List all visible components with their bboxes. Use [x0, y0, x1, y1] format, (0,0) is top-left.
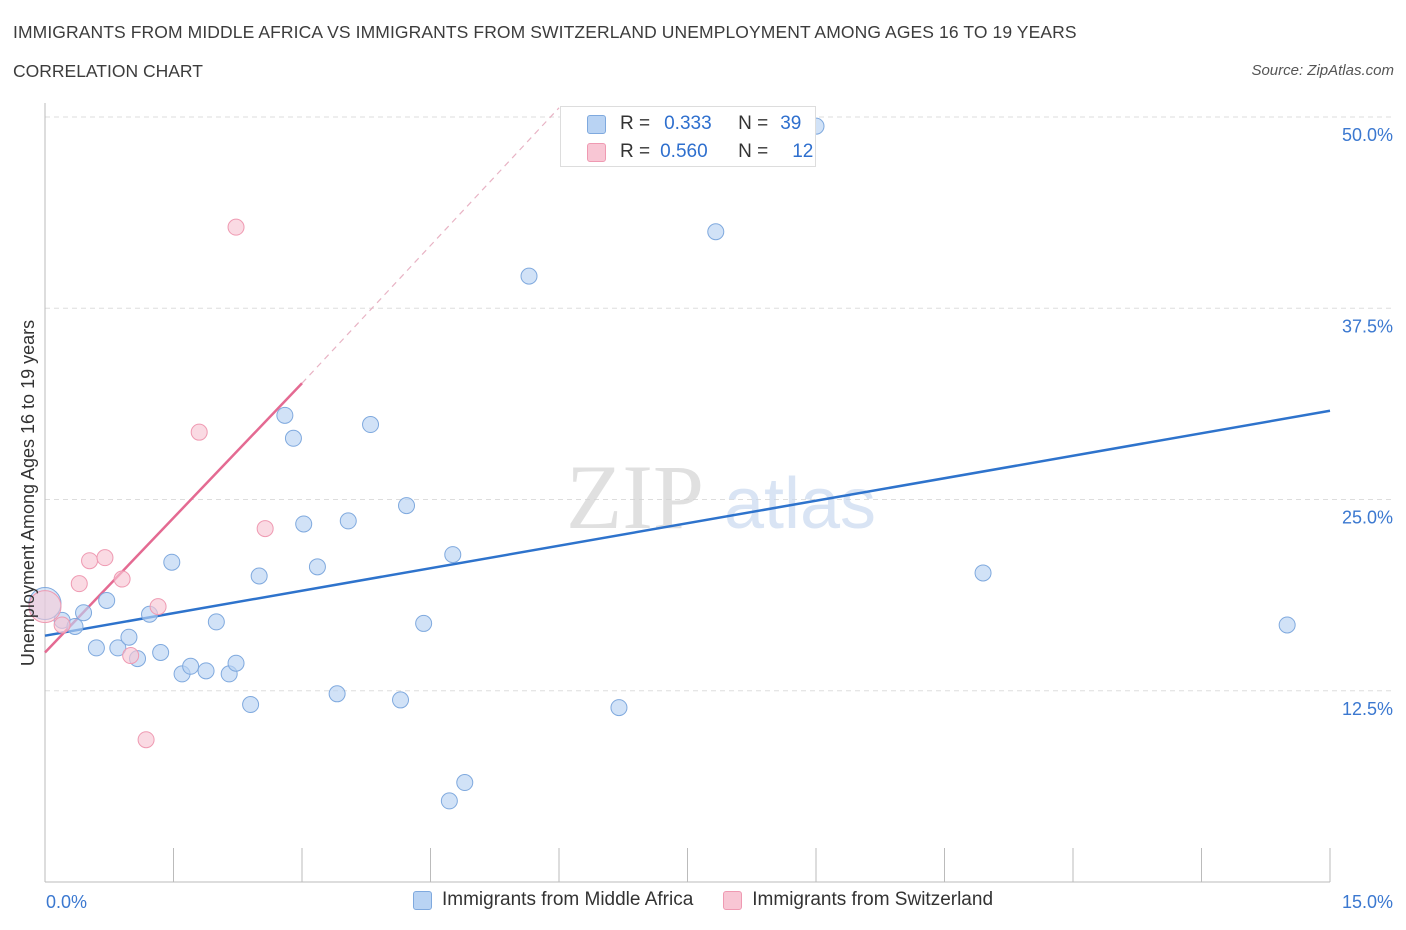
watermark: ZIP atlas [566, 446, 876, 548]
y-axis-label: Unemployment Among Ages 16 to 19 years [18, 320, 38, 666]
x-tick-label-max: 15.0% [1342, 892, 1393, 912]
point-middle-africa [440, 792, 458, 810]
point-middle-africa [163, 553, 181, 571]
y-tick-label: 25.0% [1342, 508, 1393, 528]
point-switzerland [53, 616, 71, 634]
point-middle-africa [974, 564, 992, 582]
tick-labels: 12.5% 25.0% 37.5% 50.0% 0.0% 15.0% [46, 125, 1393, 912]
stats-r-label: R = [620, 141, 651, 162]
chart-subtitle: CORRELATION CHART [13, 61, 203, 81]
point-middle-africa [707, 223, 725, 241]
stats-r-label: R = [620, 113, 651, 134]
stats-row-switzerland: R = 0.560 N = 12 [587, 141, 813, 163]
point-middle-africa [295, 515, 313, 533]
legend-label-switzerland: Immigrants from Switzerland [752, 889, 994, 910]
y-tick-label: 12.5% [1342, 699, 1393, 719]
point-middle-africa [398, 497, 416, 515]
axes [44, 103, 1331, 883]
trend-lines [44, 107, 1331, 654]
point-switzerland [28, 590, 62, 624]
point-middle-africa [610, 699, 628, 717]
grid-lines [45, 116, 1395, 692]
point-middle-africa [339, 512, 357, 530]
chart-title: IMMIGRANTS FROM MIDDLE AFRICA VS IMMIGRA… [13, 22, 1077, 42]
legend-item-middle-africa[interactable]: Immigrants from Middle Africa [412, 889, 694, 911]
point-middle-africa [120, 628, 138, 646]
point-switzerland [96, 549, 114, 567]
point-middle-africa [242, 696, 260, 714]
watermark-zip: ZIP [566, 446, 704, 548]
legend-label-middle-africa: Immigrants from Middle Africa [441, 889, 694, 910]
stats-n-value: 39 [780, 113, 802, 134]
legend-swatch-blue [412, 890, 432, 910]
point-switzerland [122, 647, 140, 665]
stats-n-label: N = [738, 141, 769, 162]
legend-item-switzerland[interactable]: Immigrants from Switzerland [723, 889, 993, 911]
stats-r-value: 0.560 [660, 141, 708, 162]
point-middle-africa [87, 639, 105, 657]
point-middle-africa [182, 657, 200, 675]
stats-row-middle-africa: R = 0.333 N = 39 [587, 113, 801, 135]
trend-line-middle-africa [44, 409, 1331, 637]
point-middle-africa [444, 546, 462, 564]
data-points [28, 117, 1296, 810]
point-middle-africa [328, 685, 346, 703]
point-switzerland [227, 218, 245, 236]
point-switzerland [81, 552, 99, 570]
point-middle-africa [207, 613, 225, 631]
point-middle-africa [250, 567, 268, 585]
point-middle-africa [415, 614, 433, 632]
legend: Immigrants from Middle Africa Immigrants… [0, 889, 1406, 911]
x-tick-label-min: 0.0% [46, 892, 87, 912]
point-middle-africa [197, 662, 215, 680]
point-middle-africa [276, 406, 294, 424]
point-switzerland [190, 423, 208, 441]
point-middle-africa [109, 639, 127, 657]
trend-line-switzerland-extension [301, 107, 560, 384]
y-tick-label: 37.5% [1342, 316, 1393, 336]
point-middle-africa [520, 267, 538, 285]
point-middle-africa [1278, 616, 1296, 634]
stats-swatch-blue [587, 114, 606, 134]
point-middle-africa [98, 591, 116, 609]
point-middle-africa [227, 654, 245, 672]
point-switzerland [70, 575, 88, 593]
point-middle-africa [392, 691, 410, 709]
stats-r-value: 0.333 [664, 113, 712, 134]
stats-swatch-pink [587, 142, 606, 162]
point-middle-africa [152, 644, 170, 661]
point-switzerland [137, 731, 155, 749]
legend-swatch-pink [723, 890, 743, 910]
point-middle-africa [308, 558, 326, 576]
point-middle-africa [362, 416, 380, 434]
point-middle-africa [75, 604, 93, 622]
point-switzerland [149, 598, 167, 616]
stats-legend: R = 0.333 N = 39 R = 0.560 N = 12 [560, 106, 816, 167]
point-switzerland [256, 520, 274, 538]
point-middle-africa [284, 429, 302, 447]
stats-n-value: 12 [792, 141, 814, 162]
stats-n-label: N = [738, 113, 769, 134]
point-middle-africa [456, 774, 474, 792]
y-tick-label: 50.0% [1342, 125, 1393, 145]
point-switzerland [113, 570, 131, 588]
source-label: Source: ZipAtlas.com [1251, 62, 1394, 79]
